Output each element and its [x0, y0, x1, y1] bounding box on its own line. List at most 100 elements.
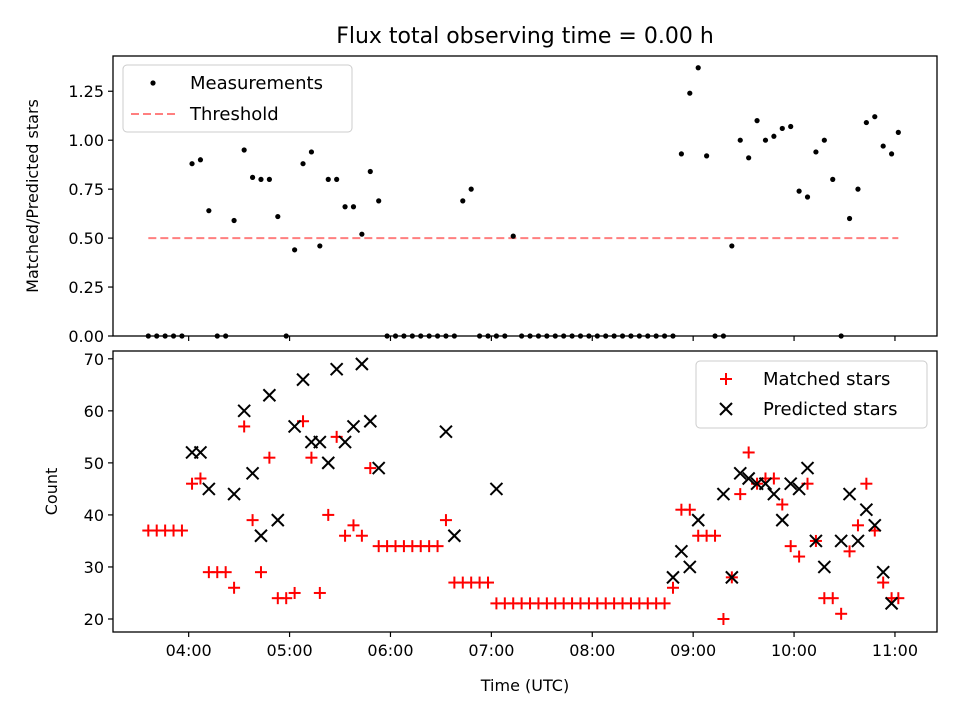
predicted-star-point: [758, 476, 773, 491]
ratio-y-tick-label: 1.25: [68, 82, 104, 101]
measurement-point: [762, 137, 769, 143]
matched-star-point: [322, 508, 335, 521]
predicted-star-point: [237, 404, 251, 418]
matched-star-point: [246, 514, 259, 527]
predicted-star-point: [338, 435, 352, 449]
measurement-point: [266, 176, 272, 182]
matched-star-point: [683, 503, 696, 516]
predicted-star-point: [884, 596, 899, 611]
predicted-star-point: [809, 534, 823, 548]
ratio-y-tick-label: 0.25: [68, 278, 104, 297]
count-x-tick-label: 10:00: [771, 641, 817, 660]
measurement-point: [830, 176, 836, 182]
predicted-star-point: [271, 513, 285, 527]
matched-star-point: [793, 550, 806, 563]
predicted-star-point: [313, 435, 327, 449]
count-x-tick-label: 07:00: [468, 641, 514, 660]
matched-star-point: [305, 451, 318, 464]
measurement-point: [510, 233, 516, 239]
predicted-star-point: [775, 513, 789, 527]
matched-star-point: [835, 607, 848, 620]
matched-star-point: [175, 524, 188, 537]
measurement-point: [197, 157, 204, 163]
matched-star-point: [263, 451, 276, 464]
measurement-point: [258, 176, 264, 182]
measurement-point: [880, 143, 886, 149]
legend-measurements-label: Measurements: [190, 73, 323, 94]
predicted-star-point: [666, 570, 680, 585]
ratio-y-ticks: 0.00 0.25 0.50 0.75 1.00 1.25: [68, 82, 113, 346]
count-legend-box: [695, 360, 928, 429]
measurement-point: [292, 247, 298, 253]
measurement-point: [300, 161, 306, 167]
matched-star-point: [709, 529, 722, 542]
measurement-point: [334, 176, 340, 182]
count-legend: Matched stars Predicted stars: [695, 360, 928, 429]
count-x-ticks: 04:00 05:00 06:00 07:00 08:00 09:00 10:00 11:00: [166, 632, 918, 660]
predicted-star-point: [741, 471, 756, 486]
measurement-point: [872, 114, 878, 120]
count-y-tick-label: 20: [84, 610, 104, 629]
count-x-tick-label: 11:00: [872, 641, 918, 660]
predicted-star-point: [287, 419, 302, 434]
ratio-plot-area: [145, 65, 901, 339]
measurement-point: [746, 155, 752, 161]
predicted-star-point: [371, 461, 386, 475]
matched-star-point: [254, 566, 267, 579]
legend-predicted-marker: [719, 402, 733, 416]
count-y-tick-label: 50: [84, 454, 104, 473]
ratio-panel: 0.00 0.25 0.50 0.75 1.00 1.25 Matched/Predict…: [23, 55, 938, 346]
predicted-star-point: [202, 482, 216, 496]
legend-predicted-label: Predicted stars: [763, 399, 897, 420]
predicted-star-point: [800, 461, 815, 475]
matched-star-point: [658, 597, 671, 610]
predicted-star-point: [355, 357, 369, 371]
matched-star-point: [784, 540, 797, 553]
matched-star-point: [355, 529, 368, 542]
count-y-tick-label: 60: [84, 402, 104, 421]
measurement-point: [376, 198, 382, 204]
predicted-star-point: [842, 487, 857, 501]
count-axes-frame: [112, 350, 938, 633]
predicted-star-point: [489, 482, 504, 496]
matched-star-point: [439, 514, 452, 527]
predicted-star-point: [193, 445, 208, 460]
count-plot-area: [142, 357, 905, 625]
legend-threshold-label: Threshold: [189, 104, 279, 125]
ratio-y-tick-label: 0.00: [68, 327, 104, 346]
ratio-y-tick-label: 0.50: [68, 229, 104, 248]
predicted-star-point: [834, 534, 848, 548]
predicted-star-point: [716, 487, 731, 501]
measurement-point: [359, 231, 365, 237]
matched-star-point: [228, 581, 241, 594]
measurement-point: [804, 194, 811, 200]
predicted-star-point: [859, 503, 874, 517]
count-y-ticks: 20 30 40 50 60 70: [84, 350, 113, 629]
measurement-point: [754, 118, 760, 124]
measurement-point: [189, 161, 195, 167]
predicted-star-point: [683, 560, 697, 574]
predicted-star-point: [363, 414, 377, 428]
count-x-tick-label: 04:00: [166, 641, 212, 660]
legend-matched-label: Matched stars: [763, 369, 890, 390]
ratio-y-axis-label: Matched/Predicted stars: [23, 99, 42, 293]
measurement-point: [695, 65, 701, 71]
predicted-star-point: [227, 487, 241, 501]
x-axis-label: Time (UTC): [480, 676, 569, 695]
measurement-point: [855, 186, 861, 192]
matched-star-point: [717, 612, 730, 625]
matched-star-point: [892, 592, 905, 605]
predicted-star-point: [868, 518, 882, 533]
measurement-point: [460, 198, 466, 204]
measurement-point: [249, 174, 256, 180]
matched-star-point: [288, 586, 301, 599]
ratio-y-tick-label: 1.00: [68, 131, 104, 150]
measurement-point: [863, 119, 869, 126]
measurement-point: [687, 90, 693, 96]
measurement-point: [342, 204, 348, 210]
predicted-star-point: [346, 419, 361, 434]
predicted-star-point: [296, 372, 310, 387]
matched-star-point: [219, 566, 232, 579]
ratio-legend-box: [122, 64, 353, 133]
predicted-star-point: [851, 534, 865, 548]
